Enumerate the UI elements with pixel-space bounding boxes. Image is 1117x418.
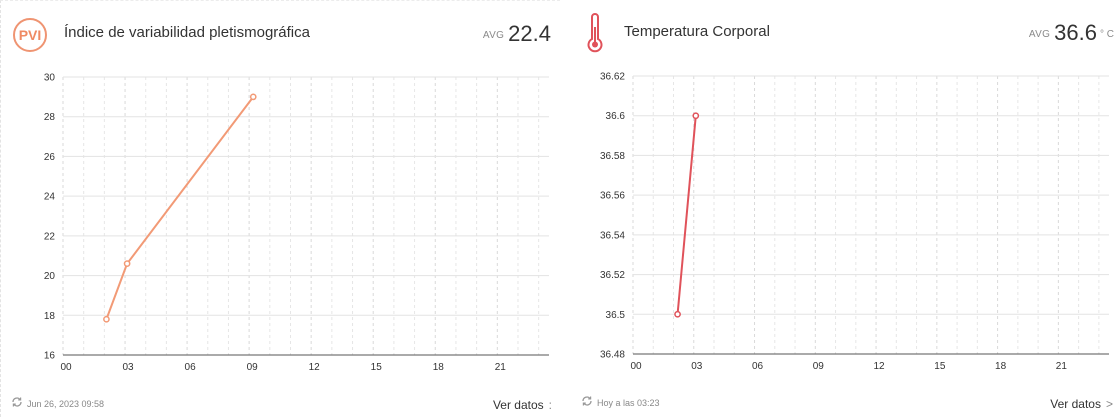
y-tick-label: 24 — [44, 192, 56, 203]
x-tick-label: 00 — [60, 362, 72, 373]
avg-value: 36.6 — [1054, 20, 1097, 45]
last-updated-time: Hoy a las 03:23 — [597, 398, 660, 408]
y-tick-label: 36.54 — [600, 230, 625, 241]
view-data-link[interactable]: Ver datos: — [493, 398, 552, 412]
x-tick-label: 18 — [433, 362, 445, 373]
y-tick-label: 36.56 — [600, 191, 625, 202]
view-data-label: Ver datos — [492, 398, 544, 412]
chevron-right-icon[interactable]: > — [1105, 397, 1113, 411]
refresh-icon[interactable] — [11, 396, 23, 408]
y-tick-label: 36.62 — [600, 72, 625, 83]
view-data-link[interactable]: Ver datos > — [1050, 397, 1113, 411]
pvi-chart: 16 18 20 22 24 26 28 30 00 03 06 09 12 15 18 21 — [44, 73, 549, 373]
avg-label: AVG — [1028, 29, 1051, 40]
x-tick-label: 15 — [371, 362, 383, 373]
avg-label: AVG — [482, 30, 505, 41]
y-tick-label: 36.6 — [606, 111, 626, 122]
pvi-badge-icon: PVI — [13, 18, 47, 52]
card-header: Temperatura Corporal AVG 36.6 ° C — [571, 0, 1117, 60]
x-tick-label: 12 — [874, 361, 886, 372]
temperature-chart: 36.48 36.5 36.52 36.54 36.56 36.58 36.6 36.62 00… — [600, 72, 1109, 372]
series-line — [105, 96, 255, 320]
card-title: Temperatura Corporal — [624, 23, 770, 40]
data-point[interactable] — [692, 112, 700, 120]
refresh-icon[interactable] — [581, 395, 593, 407]
x-tick-label: 21 — [1056, 361, 1068, 372]
data-point[interactable] — [123, 260, 131, 268]
view-data-label: Ver datos — [1050, 397, 1101, 411]
y-tick-label: 30 — [44, 73, 56, 84]
y-tick-label: 22 — [44, 231, 56, 242]
menu-dots-icon[interactable]: : — [548, 398, 552, 412]
x-tick-label: 06 — [185, 362, 197, 373]
y-tick-label: 16 — [44, 351, 56, 362]
x-tick-label: 12 — [309, 362, 321, 373]
x-tick-label: 06 — [752, 361, 764, 372]
average-readout: AVG 36.6 ° C — [1029, 20, 1114, 46]
x-tick-label: 03 — [691, 361, 703, 372]
card-footer: Jun 26, 2023 09:58 Ver datos: — [1, 394, 560, 418]
avg-value: 22.4 — [508, 21, 551, 46]
data-point[interactable] — [249, 93, 257, 101]
x-tick-label: 15 — [934, 361, 946, 372]
thermometer-icon — [587, 13, 603, 53]
y-tick-label: 36.52 — [600, 270, 625, 281]
data-point[interactable] — [674, 310, 681, 318]
x-tick-label: 03 — [122, 362, 134, 373]
x-tick-label: 00 — [630, 361, 642, 372]
x-tick-label: 18 — [995, 361, 1007, 372]
card-title: Índice de variabilidad pletismográfica — [64, 24, 310, 41]
y-tick-label: 26 — [44, 152, 56, 163]
y-tick-label: 36.5 — [606, 310, 626, 321]
card-footer: Hoy a las 03:23 Ver datos > — [571, 393, 1117, 417]
x-tick-label: 21 — [495, 362, 507, 373]
series-line — [676, 115, 697, 315]
data-point[interactable] — [103, 315, 110, 323]
last-updated-time: Jun 26, 2023 09:58 — [27, 399, 105, 409]
pvi-card: PVI Índice de variabilidad pletismográfi… — [0, 0, 560, 417]
x-tick-label: 09 — [813, 361, 825, 372]
average-readout: AVG 22.4 — [483, 21, 551, 47]
x-tick-label: 09 — [247, 362, 259, 373]
y-tick-label: 36.48 — [600, 350, 625, 361]
y-tick-label: 36.58 — [600, 151, 625, 162]
y-tick-label: 28 — [44, 112, 56, 123]
temperature-card: Temperatura Corporal AVG 36.6 ° C 36.48 36.… — [571, 0, 1117, 417]
card-header: PVI Índice de variabilidad pletismográfi… — [1, 1, 560, 61]
y-tick-label: 20 — [44, 271, 56, 282]
y-tick-label: 18 — [44, 311, 56, 322]
unit-label: ° C — [1100, 29, 1114, 40]
